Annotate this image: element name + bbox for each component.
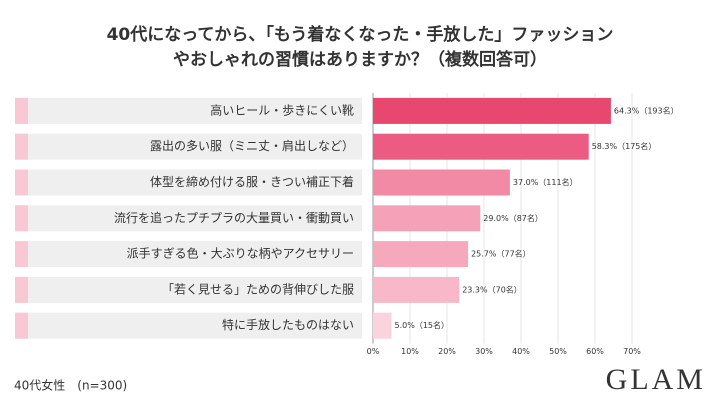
- bar: [373, 276, 460, 303]
- y-tick-label: 体型を締め付ける服・きつい補正下着: [150, 174, 354, 189]
- value-label: 37.0%（111名）: [513, 177, 578, 187]
- note: 40代女性 (n=300): [14, 378, 127, 393]
- label-panel: [15, 312, 362, 339]
- x-tick-label: 30%: [475, 347, 493, 356]
- label-panel: [15, 276, 362, 303]
- label-accent: [15, 241, 28, 268]
- chart-title: やおしゃれの習慣はありますか？（複数回答可）: [173, 49, 547, 70]
- x-tick-label: 0%: [367, 347, 380, 356]
- label-accent: [15, 205, 28, 232]
- brand: GLAM: [606, 363, 706, 396]
- bar: [373, 205, 481, 232]
- label-panel: [15, 97, 362, 124]
- y-tick-label: 高いヒール・歩きにくい靴: [210, 102, 354, 117]
- y-tick-label: 派手すぎる色・大ぶりな柄やアクセサリー: [127, 247, 354, 261]
- label-panel: [15, 241, 362, 268]
- x-tick-label: 40%: [512, 347, 530, 356]
- label-accent: [15, 97, 28, 124]
- label-accent: [15, 312, 28, 339]
- bar: [373, 97, 611, 124]
- value-label: 58.3%（175名）: [592, 141, 657, 151]
- bar: [373, 169, 510, 196]
- bar: [373, 312, 392, 339]
- label-accent: [15, 169, 28, 196]
- value-label: 5.0%（15名）: [395, 320, 450, 330]
- x-tick-label: 10%: [401, 347, 419, 356]
- label-accent: [15, 276, 28, 303]
- y-tick-label: 特に手放したものはない: [222, 317, 354, 332]
- value-label: 64.3%（193名）: [614, 105, 679, 115]
- x-tick-label: 20%: [438, 347, 456, 356]
- y-tick-label: 露出の多い服（ミニ丈・肩出しなど）: [150, 138, 354, 153]
- value-label: 25.7%（77名）: [471, 249, 531, 259]
- bar: [373, 241, 469, 268]
- label-panel: [15, 169, 362, 196]
- x-tick-label: 60%: [586, 347, 604, 356]
- y-tick-label: 「若く見せる」ための背伸びした服: [162, 282, 354, 296]
- label-panel: [15, 205, 362, 232]
- value-label: 29.0%（87名）: [483, 213, 543, 223]
- label-accent: [15, 133, 28, 160]
- bar: [373, 133, 589, 160]
- x-tick-label: 70%: [623, 347, 641, 356]
- value-label: 23.3%（70名）: [462, 284, 522, 294]
- label-panel: [15, 133, 362, 160]
- chart-title: 40代になってから、「もう着なくなった・手放した」ファッション: [107, 24, 614, 45]
- y-tick-label: 流行を追ったプチプラの大量買い・衝動買い: [114, 210, 354, 225]
- x-tick-label: 50%: [549, 347, 567, 356]
